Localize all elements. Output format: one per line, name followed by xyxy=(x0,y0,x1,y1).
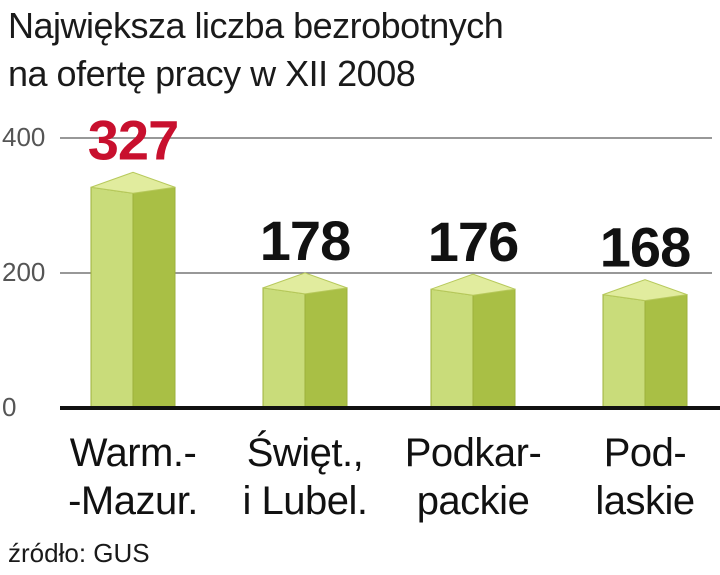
category-label-2-0: Podkar- xyxy=(405,431,542,475)
y-tick-label-0: 0 xyxy=(2,392,16,422)
bar-face-left-0 xyxy=(90,186,134,409)
category-label-2-1: packie xyxy=(417,479,530,523)
bar-1 xyxy=(262,272,348,409)
bar-0 xyxy=(90,171,176,409)
bar-2 xyxy=(430,273,516,409)
category-label-3-1: laskie xyxy=(595,479,694,523)
value-label-0: 327 xyxy=(88,108,178,171)
bar-face-right-1 xyxy=(304,287,348,409)
bar-face-right-0 xyxy=(132,186,176,409)
bar-face-left-2 xyxy=(430,288,474,409)
bar-3 xyxy=(602,279,688,409)
category-label-0-0: Warm.- xyxy=(70,431,197,475)
chart-title: Największa liczba bezrobotnych na ofertę… xyxy=(8,2,504,98)
y-tick-label-400: 400 xyxy=(2,122,45,152)
value-label-3: 168 xyxy=(600,216,690,279)
bar-top-1 xyxy=(262,272,348,295)
bar-face-left-1 xyxy=(262,287,306,409)
chart-title-line-2: na ofertę pracy w XII 2008 xyxy=(8,53,416,94)
y-tick-label-200: 200 xyxy=(2,257,45,287)
category-label-3-0: Pod- xyxy=(604,431,687,475)
category-label-0-1: -Mazur. xyxy=(68,479,198,523)
category-label-1-1: i Lubel. xyxy=(243,479,368,523)
bar-face-right-2 xyxy=(472,288,516,409)
bar-top-3 xyxy=(602,279,688,302)
value-label-2: 176 xyxy=(428,210,518,273)
bar-face-left-3 xyxy=(602,294,646,409)
source-note: źródło: GUS xyxy=(8,538,150,568)
category-label-1-0: Święt., xyxy=(247,429,364,475)
bar-face-right-3 xyxy=(644,294,688,409)
chart-title-line-1: Największa liczba bezrobotnych xyxy=(8,5,504,46)
bar-top-0 xyxy=(90,171,176,194)
value-label-1: 178 xyxy=(260,209,350,272)
bar-top-2 xyxy=(430,273,516,296)
